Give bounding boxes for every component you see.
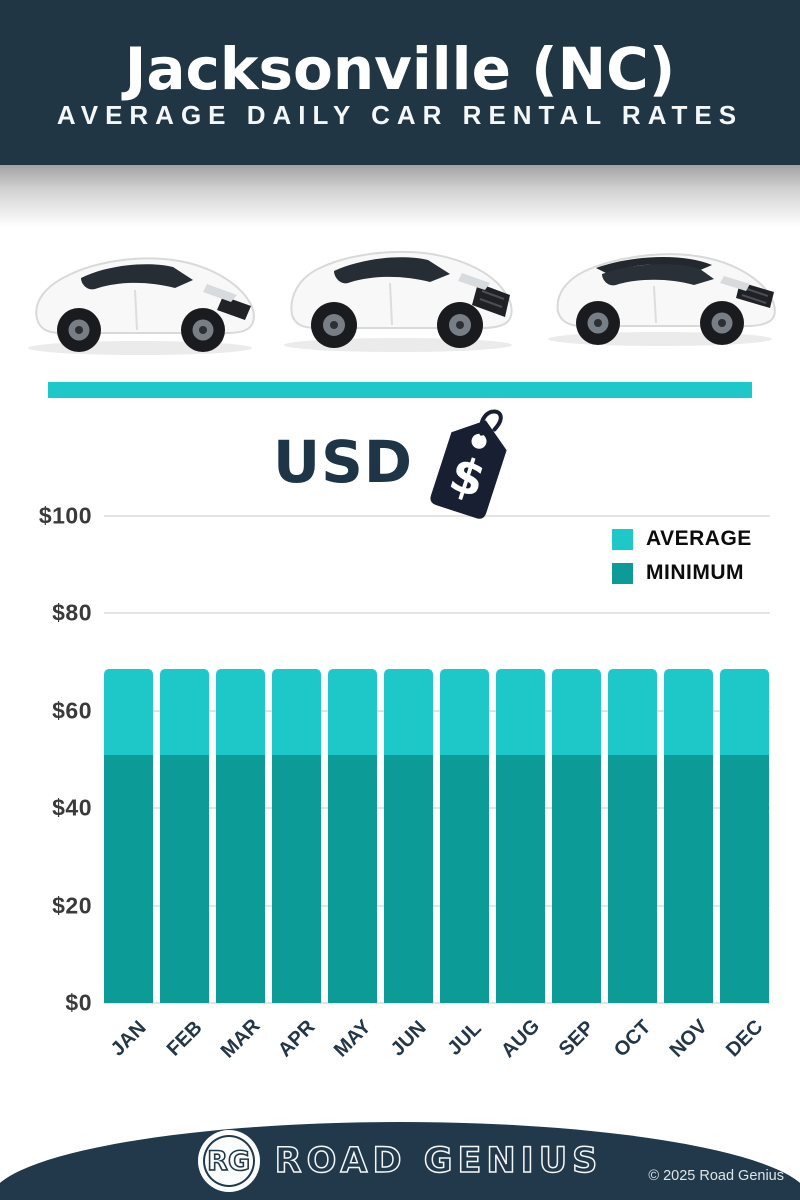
x-label-may: MAY xyxy=(329,1015,375,1062)
gridline-40 xyxy=(104,807,770,810)
x-label-jun: JUN xyxy=(386,1016,431,1061)
logo-initials: RG xyxy=(206,1145,251,1178)
gridline-60 xyxy=(104,709,770,712)
x-label-mar: MAR xyxy=(216,1014,265,1063)
chart-legend: AVERAGE MINIMUM xyxy=(612,527,752,585)
gridline-80 xyxy=(104,612,770,615)
y-tick-100: $100 xyxy=(38,502,92,529)
bar-min-dec xyxy=(720,754,769,1003)
bar-nov xyxy=(664,669,713,1003)
bar-min-jun xyxy=(384,754,433,1003)
rental-rates-chart: $0 $20 $40 $60 $80 $100 JAN FEB MAR APR MAY JUN JUL… xyxy=(0,503,800,1090)
y-axis-labels: $0 $20 $40 $60 $80 $100 xyxy=(0,503,92,1016)
bar-apr xyxy=(272,669,321,1003)
bar-aug xyxy=(496,669,545,1003)
bar-min-jul xyxy=(440,754,489,1003)
bar-min-apr xyxy=(272,754,321,1003)
footer-brand-row: RG ROAD GENIUS xyxy=(0,1126,800,1196)
bar-mar xyxy=(216,669,265,1003)
x-label-dec: DEC xyxy=(721,1015,767,1062)
gridline-100 xyxy=(104,515,770,517)
x-cell-apr: APR xyxy=(272,1003,321,1078)
bar-min-may xyxy=(328,754,377,1003)
currency-label: USD xyxy=(272,428,413,496)
bar-jan xyxy=(104,669,153,1003)
x-label-apr: APR xyxy=(273,1015,319,1062)
road-genius-logo-icon: RG xyxy=(197,1130,260,1192)
x-label-jul: JUL xyxy=(443,1017,486,1060)
x-label-feb: FEB xyxy=(162,1016,207,1061)
bar-min-mar xyxy=(216,754,265,1003)
x-cell-nov: NOV xyxy=(664,1003,713,1078)
bar-min-feb xyxy=(160,754,209,1003)
bar-feb xyxy=(160,669,209,1003)
y-tick-80: $80 xyxy=(52,599,92,626)
legend-swatch-minimum xyxy=(612,562,633,584)
x-cell-aug: AUG xyxy=(496,1003,545,1078)
legend-item-average: AVERAGE xyxy=(612,527,752,551)
teal-divider-bar xyxy=(48,382,752,398)
bar-min-aug xyxy=(496,754,545,1003)
x-label-nov: NOV xyxy=(665,1015,712,1062)
y-tick-40: $40 xyxy=(52,794,92,821)
legend-label-average: AVERAGE xyxy=(646,527,752,550)
car-suv-black-roof-image xyxy=(548,253,776,346)
bar-min-nov xyxy=(664,754,713,1003)
x-label-oct: OCT xyxy=(609,1015,655,1062)
bar-may xyxy=(328,669,377,1003)
header-banner: Jacksonville (NC) AVERAGE DAILY CAR RENT… xyxy=(0,0,800,165)
legend-label-minimum: MINIMUM xyxy=(646,561,744,584)
x-cell-may: MAY xyxy=(328,1003,377,1078)
x-cell-mar: MAR xyxy=(216,1003,265,1078)
brand-name: ROAD GENIUS xyxy=(274,1140,603,1182)
bar-min-jan xyxy=(104,754,153,1003)
x-axis-labels: JAN FEB MAR APR MAY JUN JUL AUG SEP OCT NOV DEC xyxy=(104,1003,770,1078)
x-label-aug: AUG xyxy=(496,1015,544,1063)
x-cell-jul: JUL xyxy=(440,1003,489,1078)
page-subtitle: AVERAGE DAILY CAR RENTAL RATES xyxy=(56,99,744,130)
x-label-sep: SEP xyxy=(554,1016,599,1061)
bar-dec xyxy=(720,669,769,1003)
price-tag-icon: $ xyxy=(430,409,507,519)
x-label-jan: JAN xyxy=(106,1016,151,1061)
y-tick-20: $20 xyxy=(52,892,92,919)
plot-area: JAN FEB MAR APR MAY JUN JUL AUG SEP OCT NOV DEC xyxy=(104,515,770,1063)
x-cell-jun: JUN xyxy=(384,1003,433,1078)
x-cell-oct: OCT xyxy=(608,1003,657,1078)
x-cell-feb: FEB xyxy=(160,1003,209,1078)
legend-item-minimum: MINIMUM xyxy=(612,561,752,585)
car-hatchback-image xyxy=(28,257,255,355)
bar-oct xyxy=(608,669,657,1003)
currency-banner: USD $ xyxy=(0,400,800,530)
bars-container xyxy=(104,516,770,1003)
bar-jun xyxy=(384,669,433,1003)
car-suv-image xyxy=(284,250,513,352)
y-tick-60: $60 xyxy=(52,697,92,724)
gridline-20 xyxy=(104,904,770,907)
header-shadow-gradient xyxy=(0,165,800,227)
bar-sep xyxy=(552,669,601,1003)
copyright-text: © 2025 Road Genius xyxy=(648,1168,784,1184)
bar-min-oct xyxy=(608,754,657,1003)
x-cell-dec: DEC xyxy=(720,1003,769,1078)
y-tick-0: $0 xyxy=(65,989,92,1016)
x-cell-jan: JAN xyxy=(104,1003,153,1078)
gridline-0 xyxy=(104,1002,770,1004)
x-cell-sep: SEP xyxy=(552,1003,601,1078)
bar-min-sep xyxy=(552,754,601,1003)
bar-jul xyxy=(440,669,489,1003)
page-title: Jacksonville (NC) xyxy=(124,34,676,103)
legend-swatch-average xyxy=(612,528,633,550)
